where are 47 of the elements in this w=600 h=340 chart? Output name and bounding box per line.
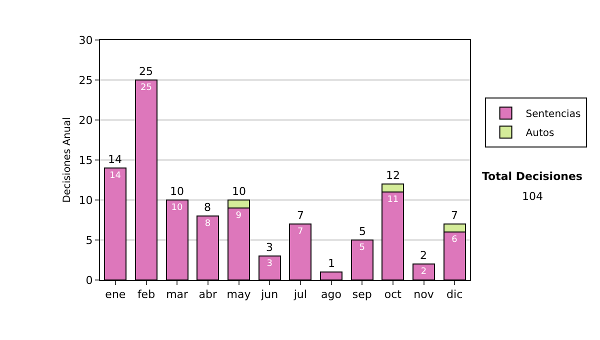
y-tick-label: 15	[78, 154, 93, 167]
total-label: 2	[420, 249, 427, 262]
y-tick-label: 0	[86, 274, 93, 287]
y-tick-label: 5	[86, 234, 93, 247]
data-label: 25	[140, 83, 152, 93]
data-label: 3	[266, 259, 272, 269]
data-label: 8	[204, 219, 211, 229]
total-label: 12	[386, 169, 400, 182]
text: Total Decisiones	[482, 170, 583, 183]
data-label: 11	[387, 195, 399, 205]
text: 104	[522, 190, 543, 203]
x-tick-label: sep	[352, 288, 372, 302]
data-label: 6	[452, 235, 458, 245]
y-tick-label: 25	[78, 74, 93, 87]
total-label: 8	[204, 201, 211, 214]
data-label: 10	[171, 203, 183, 213]
x-tick-label: ene	[105, 288, 126, 302]
legend-label: Autos	[526, 128, 554, 139]
data-label: 5	[359, 243, 365, 253]
x-tick-label: mar	[166, 288, 189, 302]
x-tick-label: nov	[414, 288, 434, 302]
x-tick-label: abr	[198, 288, 218, 302]
total-label: 25	[139, 65, 153, 78]
total-label: 10	[232, 185, 246, 198]
data-label: 2	[420, 267, 427, 277]
total-label: 5	[359, 225, 366, 238]
x-tick-label: feb	[137, 288, 156, 302]
total-label: 10	[170, 185, 184, 198]
x-tick-label: jun	[260, 288, 278, 302]
total-label: 3	[266, 241, 273, 254]
data-label: 9	[236, 211, 242, 221]
x-tick-label: jul	[292, 288, 307, 302]
total-label: 14	[108, 153, 122, 166]
x-tick-label: dic	[446, 288, 463, 302]
y-tick-label: 10	[78, 194, 93, 207]
x-tick-label: oct	[384, 288, 402, 302]
x-tick-label: may	[226, 288, 252, 302]
y-tick-label: 20	[78, 114, 93, 127]
total-label: 1	[328, 257, 335, 270]
total-label: 7	[451, 209, 458, 222]
data-label: 7	[298, 227, 304, 237]
data-label: 14	[110, 171, 122, 181]
legend-label: Sentencias	[526, 109, 581, 120]
y-tick-label: 30	[78, 34, 93, 47]
total-label: 7	[297, 209, 304, 222]
x-tick-label: ago	[321, 288, 342, 302]
y-axis-title: Decisiones Anual	[62, 117, 73, 203]
